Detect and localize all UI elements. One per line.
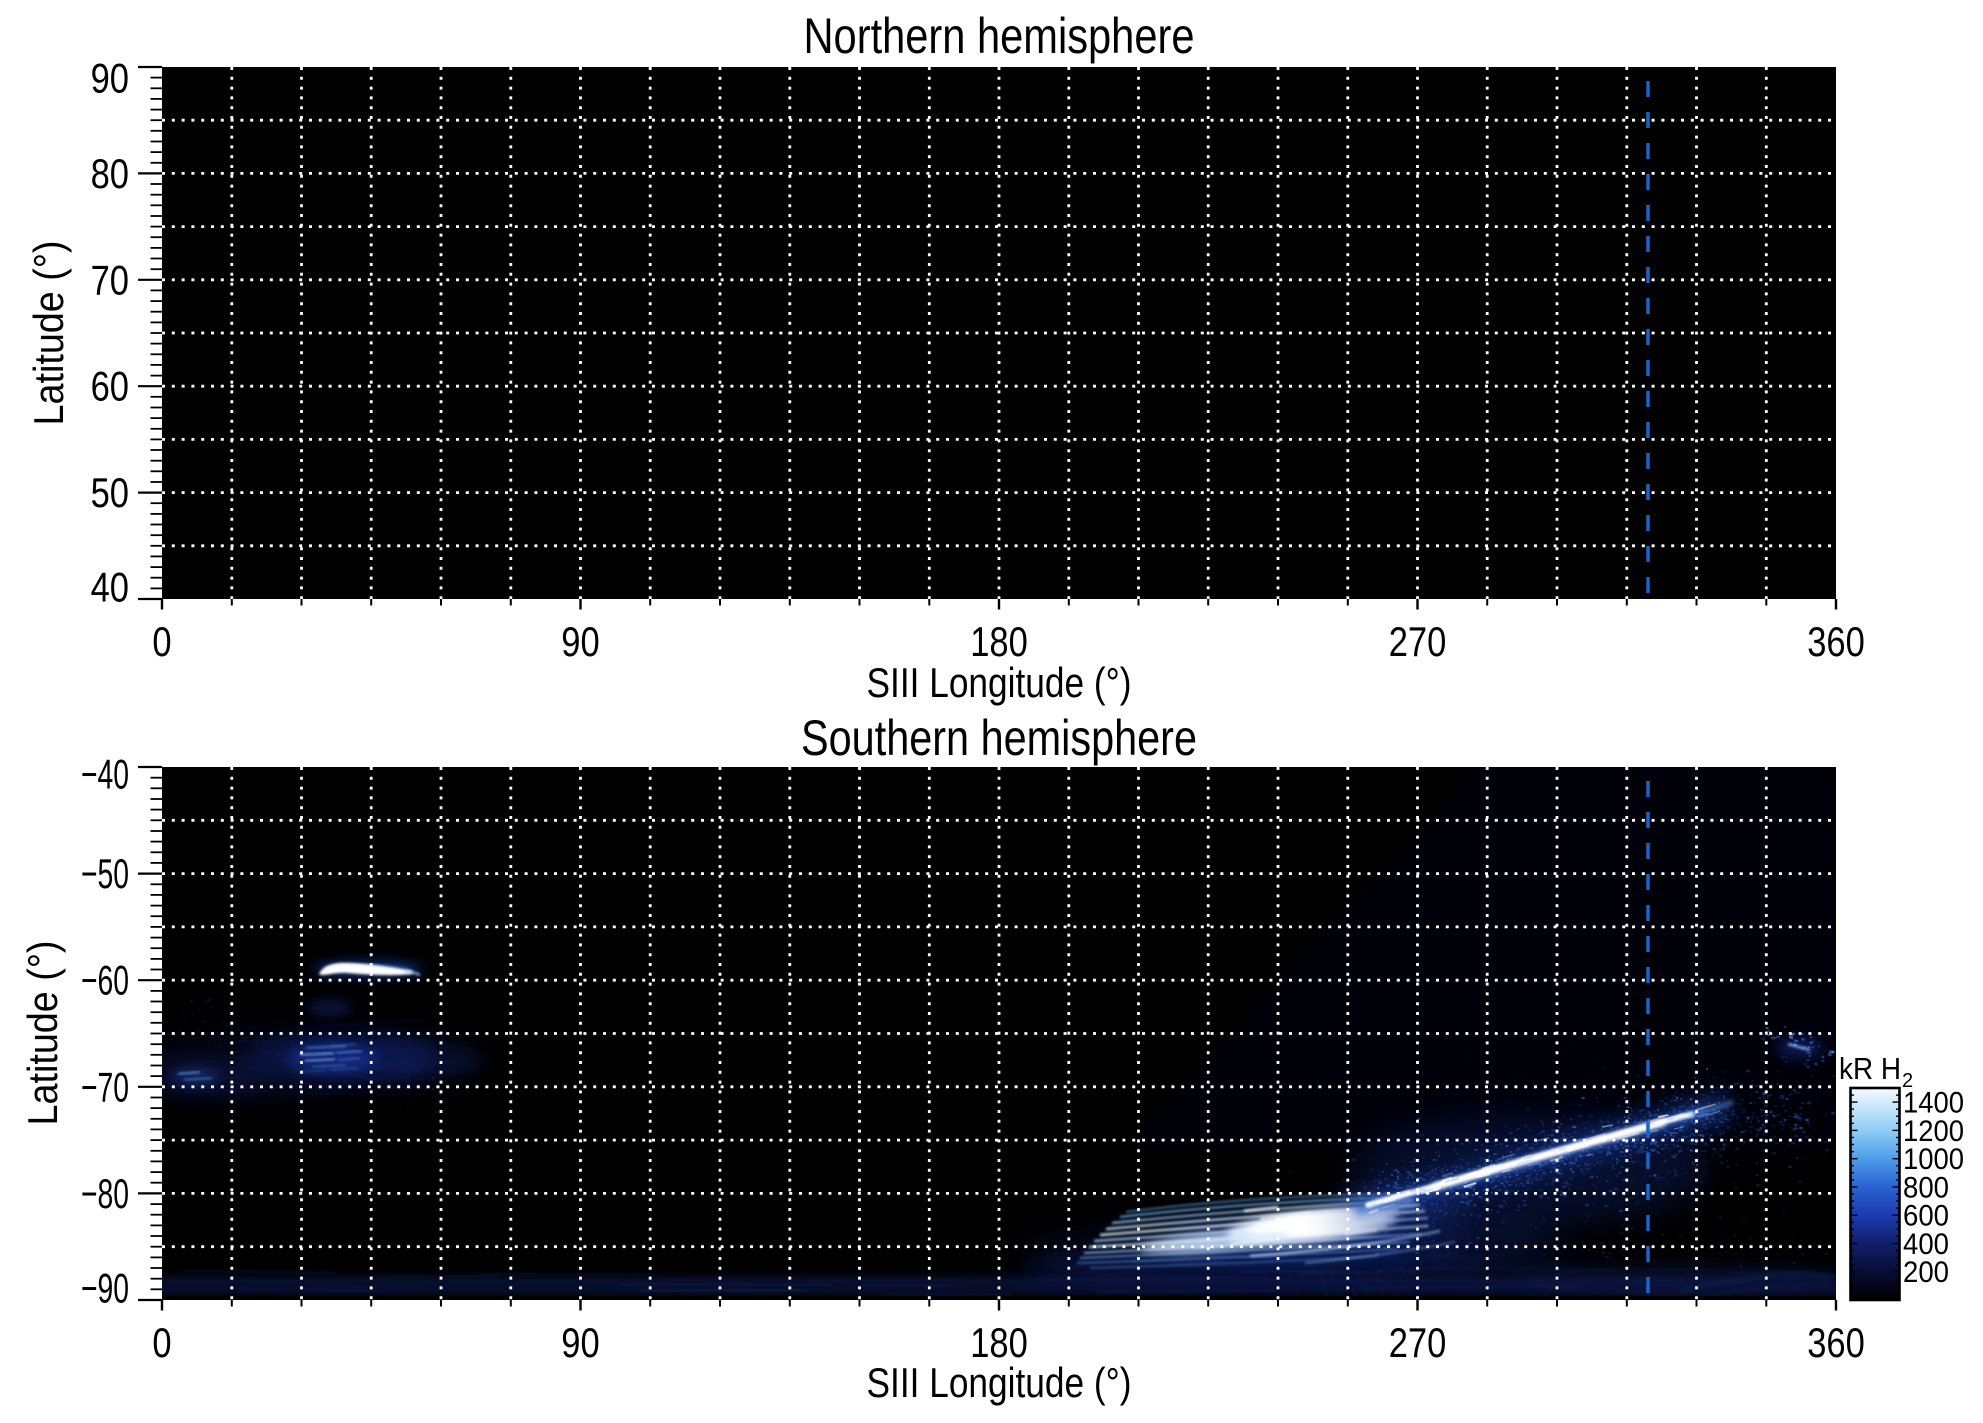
svg-text:60: 60 xyxy=(91,363,129,410)
svg-text:SIII Longitude (°): SIII Longitude (°) xyxy=(867,1359,1132,1406)
svg-text:2: 2 xyxy=(1902,1070,1913,1092)
svg-text:1000: 1000 xyxy=(1903,1143,1964,1176)
svg-text:1400: 1400 xyxy=(1903,1087,1964,1120)
svg-text:1200: 1200 xyxy=(1903,1115,1964,1148)
svg-text:90: 90 xyxy=(561,618,599,665)
svg-text:180: 180 xyxy=(970,618,1028,665)
svg-text:360: 360 xyxy=(1807,618,1865,665)
svg-text:−80: −80 xyxy=(81,1170,129,1217)
svg-text:Southern hemisphere: Southern hemisphere xyxy=(801,710,1197,766)
svg-text:0: 0 xyxy=(152,1319,171,1366)
svg-text:0: 0 xyxy=(152,618,171,665)
svg-text:90: 90 xyxy=(91,55,129,102)
svg-text:270: 270 xyxy=(1389,618,1447,665)
svg-text:kR H: kR H xyxy=(1839,1051,1901,1086)
svg-text:Latitude (°): Latitude (°) xyxy=(19,941,66,1126)
svg-text:−60: −60 xyxy=(81,957,129,1004)
svg-text:Northern hemisphere: Northern hemisphere xyxy=(804,8,1195,64)
svg-text:200: 200 xyxy=(1903,1256,1949,1289)
svg-text:270: 270 xyxy=(1389,1319,1447,1366)
svg-text:SIII Longitude (°): SIII Longitude (°) xyxy=(867,659,1132,706)
svg-text:Latitude (°): Latitude (°) xyxy=(25,241,72,426)
svg-text:180: 180 xyxy=(970,1319,1028,1366)
svg-text:40: 40 xyxy=(91,564,129,611)
svg-text:800: 800 xyxy=(1903,1171,1949,1204)
svg-text:−40: −40 xyxy=(81,751,129,798)
svg-text:−90: −90 xyxy=(81,1265,129,1312)
svg-text:400: 400 xyxy=(1903,1228,1949,1261)
svg-text:50: 50 xyxy=(91,469,129,516)
svg-text:−70: −70 xyxy=(81,1063,129,1110)
svg-text:80: 80 xyxy=(91,150,129,197)
svg-text:90: 90 xyxy=(561,1319,599,1366)
svg-text:70: 70 xyxy=(91,256,129,303)
svg-text:−50: −50 xyxy=(81,850,129,897)
svg-text:360: 360 xyxy=(1807,1319,1865,1366)
svg-text:600: 600 xyxy=(1903,1200,1949,1233)
